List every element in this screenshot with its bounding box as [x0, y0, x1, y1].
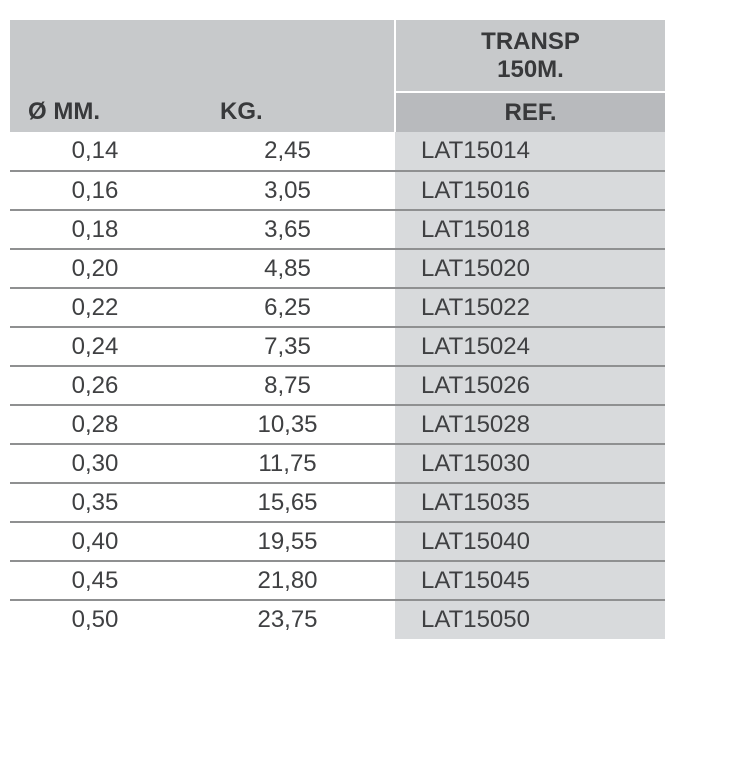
cell-kg: 7,35: [180, 327, 395, 366]
cell-ref: LAT15020: [395, 249, 665, 288]
table-row: 0,163,05LAT15016: [10, 171, 665, 210]
cell-ref: LAT15035: [395, 483, 665, 522]
header-row-columns: Ø MM. KG. REF.: [10, 92, 665, 132]
cell-mm: 0,14: [10, 132, 180, 171]
cell-mm: 0,18: [10, 210, 180, 249]
cell-mm: 0,20: [10, 249, 180, 288]
cell-ref: LAT15030: [395, 444, 665, 483]
table-header: TRANSP 150M. Ø MM. KG. REF.: [10, 20, 665, 132]
cell-kg: 23,75: [180, 600, 395, 639]
cell-kg: 6,25: [180, 288, 395, 327]
cell-kg: 4,85: [180, 249, 395, 288]
cell-kg: 3,65: [180, 210, 395, 249]
table-body: 0,142,45LAT150140,163,05LAT150160,183,65…: [10, 132, 665, 639]
col-header-mm: Ø MM.: [10, 92, 180, 132]
cell-ref: LAT15026: [395, 366, 665, 405]
table-row: 0,3515,65LAT15035: [10, 483, 665, 522]
cell-mm: 0,22: [10, 288, 180, 327]
cell-ref: LAT15050: [395, 600, 665, 639]
cell-mm: 0,30: [10, 444, 180, 483]
cell-ref: LAT15016: [395, 171, 665, 210]
table-row: 0,4521,80LAT15045: [10, 561, 665, 600]
cell-kg: 15,65: [180, 483, 395, 522]
table-row: 0,268,75LAT15026: [10, 366, 665, 405]
table-row: 0,226,25LAT15022: [10, 288, 665, 327]
cell-mm: 0,24: [10, 327, 180, 366]
table-row: 0,4019,55LAT15040: [10, 522, 665, 561]
cell-mm: 0,50: [10, 600, 180, 639]
cell-ref: LAT15022: [395, 288, 665, 327]
table-row: 0,183,65LAT15018: [10, 210, 665, 249]
cell-kg: 3,05: [180, 171, 395, 210]
transp-line2: 150M.: [396, 56, 665, 84]
col-header-ref: REF.: [395, 92, 665, 132]
cell-kg: 11,75: [180, 444, 395, 483]
cell-mm: 0,16: [10, 171, 180, 210]
cell-ref: LAT15014: [395, 132, 665, 171]
cell-mm: 0,26: [10, 366, 180, 405]
header-top-right-title: TRANSP 150M.: [395, 20, 665, 92]
cell-ref: LAT15028: [395, 405, 665, 444]
col-header-kg: KG.: [180, 92, 395, 132]
table-row: 0,5023,75LAT15050: [10, 600, 665, 639]
spec-table-container: TRANSP 150M. Ø MM. KG. REF. 0,142,45LAT1…: [10, 20, 665, 639]
header-row-top: TRANSP 150M.: [10, 20, 665, 92]
transp-line1: TRANSP: [396, 28, 665, 56]
table-row: 0,2810,35LAT15028: [10, 405, 665, 444]
cell-kg: 19,55: [180, 522, 395, 561]
header-top-left-blank: [10, 20, 395, 92]
cell-kg: 2,45: [180, 132, 395, 171]
table-row: 0,247,35LAT15024: [10, 327, 665, 366]
cell-ref: LAT15040: [395, 522, 665, 561]
cell-mm: 0,45: [10, 561, 180, 600]
cell-kg: 10,35: [180, 405, 395, 444]
table-row: 0,3011,75LAT15030: [10, 444, 665, 483]
cell-mm: 0,35: [10, 483, 180, 522]
cell-mm: 0,28: [10, 405, 180, 444]
cell-kg: 8,75: [180, 366, 395, 405]
cell-kg: 21,80: [180, 561, 395, 600]
table-row: 0,204,85LAT15020: [10, 249, 665, 288]
cell-ref: LAT15024: [395, 327, 665, 366]
cell-ref: LAT15018: [395, 210, 665, 249]
table-row: 0,142,45LAT15014: [10, 132, 665, 171]
spec-table: TRANSP 150M. Ø MM. KG. REF. 0,142,45LAT1…: [10, 20, 665, 639]
cell-mm: 0,40: [10, 522, 180, 561]
cell-ref: LAT15045: [395, 561, 665, 600]
